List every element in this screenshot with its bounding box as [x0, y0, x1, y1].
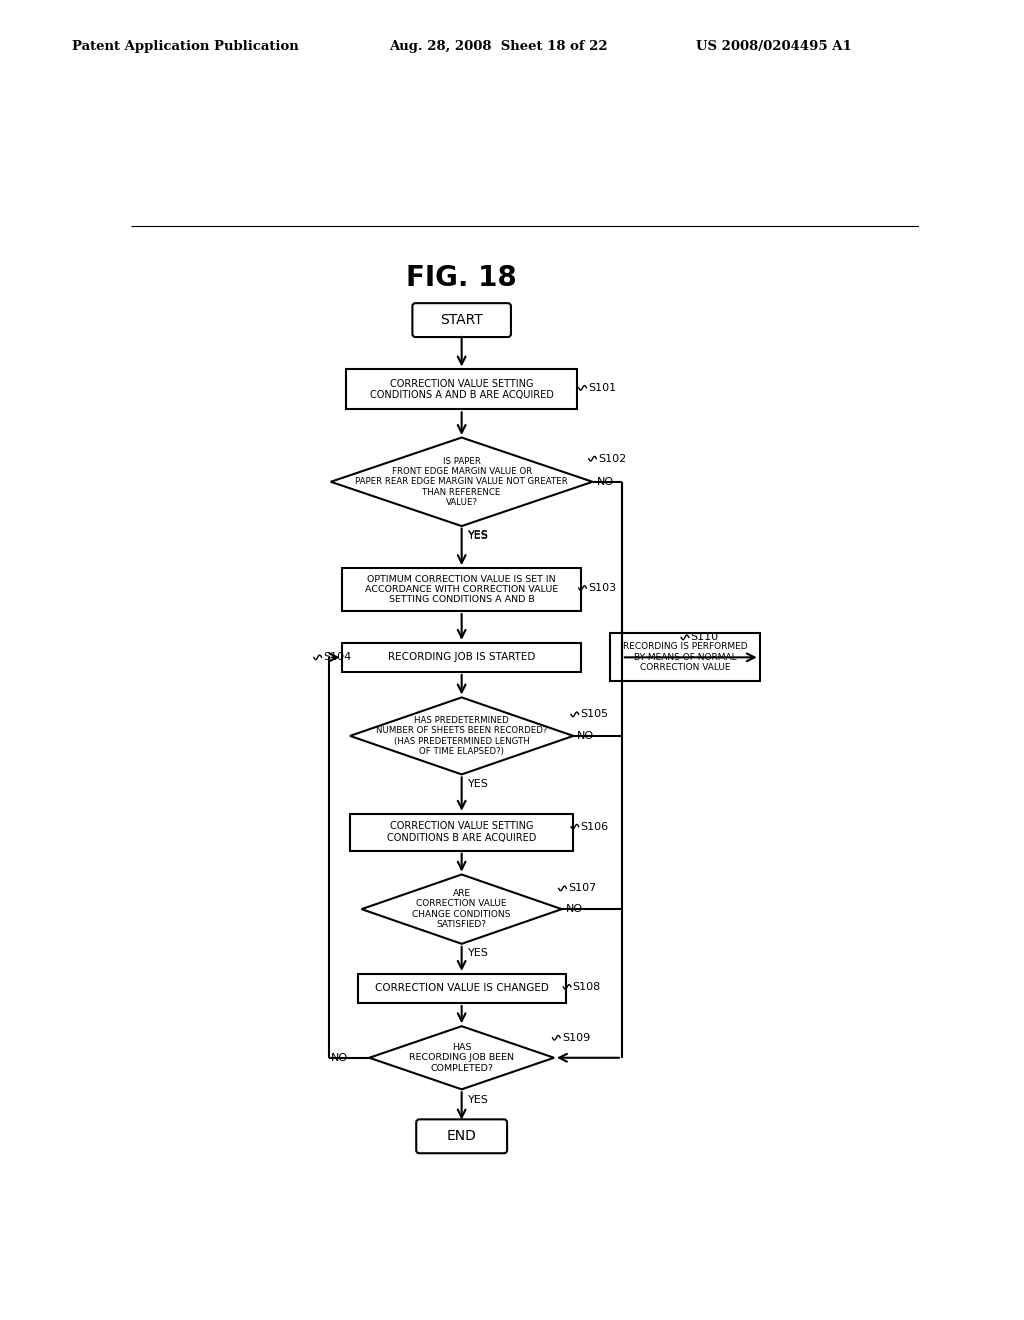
Bar	[342, 568, 581, 611]
Text: IS PAPER
FRONT EDGE MARGIN VALUE OR
PAPER REAR EDGE MARGIN VALUE NOT GREATER
THA: IS PAPER FRONT EDGE MARGIN VALUE OR PAPE…	[355, 457, 568, 507]
Text: S101: S101	[588, 383, 616, 393]
Text: NO: NO	[596, 477, 613, 487]
Text: YES: YES	[468, 1096, 488, 1105]
Text: END: END	[446, 1130, 476, 1143]
Text: OPTIMUM CORRECTION VALUE IS SET IN
ACCORDANCE WITH CORRECTION VALUE
SETTING COND: OPTIMUM CORRECTION VALUE IS SET IN ACCOR…	[365, 574, 558, 605]
Text: S106: S106	[581, 822, 608, 832]
Text: RECORDING JOB IS STARTED: RECORDING JOB IS STARTED	[388, 652, 536, 663]
Text: NO: NO	[331, 1053, 348, 1063]
Text: YES: YES	[468, 529, 488, 540]
Text: YES: YES	[468, 779, 488, 788]
Text: S104: S104	[323, 652, 351, 663]
Text: Patent Application Publication: Patent Application Publication	[72, 40, 298, 53]
Text: HAS PREDETERMINED
NUMBER OF SHEETS BEEN RECORDED?
(HAS PREDETERMINED LENGTH
OF T: HAS PREDETERMINED NUMBER OF SHEETS BEEN …	[376, 715, 548, 756]
Text: HAS
RECORDING JOB BEEN
COMPLETED?: HAS RECORDING JOB BEEN COMPLETED?	[410, 1043, 514, 1073]
Text: NO: NO	[565, 904, 583, 915]
Bar	[350, 813, 573, 850]
Polygon shape	[350, 697, 573, 775]
Bar	[342, 643, 581, 672]
Text: S102: S102	[598, 454, 627, 463]
Text: Aug. 28, 2008  Sheet 18 of 22: Aug. 28, 2008 Sheet 18 of 22	[389, 40, 608, 53]
Text: YES: YES	[468, 532, 488, 541]
Bar	[357, 974, 565, 1003]
Text: S105: S105	[581, 709, 608, 719]
Polygon shape	[370, 1026, 554, 1089]
Text: CORRECTION VALUE SETTING
CONDITIONS A AND B ARE ACQUIRED: CORRECTION VALUE SETTING CONDITIONS A AN…	[370, 379, 554, 400]
Text: S108: S108	[572, 982, 601, 991]
Text: FIG. 18: FIG. 18	[407, 264, 517, 292]
FancyBboxPatch shape	[416, 1119, 507, 1154]
Text: RECORDING IS PERFORMED
BY MEANS OF NORMAL
CORRECTION VALUE: RECORDING IS PERFORMED BY MEANS OF NORMA…	[623, 643, 748, 672]
Text: ARE
CORRECTION VALUE
CHANGE CONDITIONS
SATISFIED?: ARE CORRECTION VALUE CHANGE CONDITIONS S…	[413, 890, 511, 929]
Text: START: START	[440, 313, 483, 327]
Text: YES: YES	[468, 948, 488, 958]
Polygon shape	[331, 437, 593, 527]
Text: S109: S109	[562, 1032, 590, 1043]
Polygon shape	[361, 874, 562, 944]
Text: S110: S110	[690, 632, 719, 643]
Text: NO: NO	[578, 731, 594, 741]
Text: CORRECTION VALUE IS CHANGED: CORRECTION VALUE IS CHANGED	[375, 983, 549, 994]
Text: S103: S103	[588, 583, 616, 593]
Text: S107: S107	[568, 883, 596, 894]
Text: CORRECTION VALUE SETTING
CONDITIONS B ARE ACQUIRED: CORRECTION VALUE SETTING CONDITIONS B AR…	[387, 821, 537, 843]
Text: US 2008/0204495 A1: US 2008/0204495 A1	[696, 40, 852, 53]
Bar	[346, 370, 578, 409]
FancyBboxPatch shape	[413, 304, 511, 337]
Bar	[610, 634, 760, 681]
